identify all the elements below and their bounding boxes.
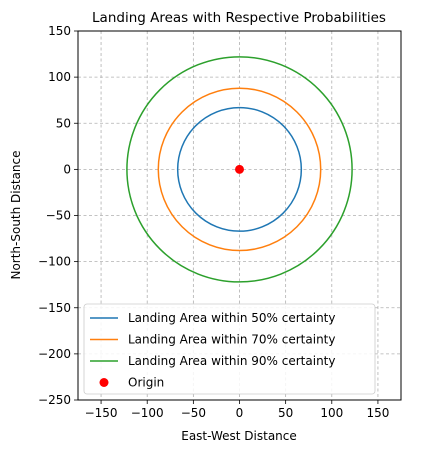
y-tick-label: −50 <box>46 209 71 223</box>
x-axis-label: East-West Distance <box>181 429 297 443</box>
legend-label-1: Landing Area within 50% certainty <box>128 311 335 325</box>
series-layer <box>126 56 353 283</box>
chart-legend: Landing Area within 50% certainty Landing… <box>83 303 376 395</box>
y-tick-label: −150 <box>38 301 71 315</box>
legend-swatch-origin <box>99 378 109 387</box>
y-tick-label: −200 <box>38 347 71 361</box>
y-tick-label: 0 <box>63 162 71 176</box>
y-tick-label: −250 <box>38 393 71 407</box>
y-axis-label: North-South Distance <box>9 150 23 279</box>
x-tick-label: −50 <box>181 406 206 420</box>
x-tick-label: 0 <box>236 406 244 420</box>
legend-box <box>83 303 376 395</box>
y-tick-label: 50 <box>56 116 71 130</box>
axis-ticks: −150 −100 −50 0 50 100 150 −250 −200 −150 −100 −50 0… <box>38 24 389 420</box>
origin-point <box>235 164 244 174</box>
series-circle-3 <box>126 56 353 283</box>
legend-label-3: Landing Area within 90% certainty <box>128 354 335 368</box>
chart-title: Landing Areas with Respective Probabilit… <box>92 10 386 26</box>
x-tick-label: −100 <box>131 406 164 420</box>
x-tick-label: 150 <box>366 406 389 420</box>
y-tick-label: 100 <box>48 70 71 84</box>
series-circle-2 <box>157 87 322 252</box>
legend-label-origin: Origin <box>128 376 164 390</box>
y-tick-label: −100 <box>38 255 71 269</box>
points-layer <box>235 164 244 174</box>
legend-label-2: Landing Area within 70% certainty <box>128 333 335 347</box>
y-tick-label: 150 <box>48 24 71 38</box>
series-circle-1 <box>176 106 303 232</box>
x-tick-label: 100 <box>320 406 343 420</box>
x-tick-label: −150 <box>85 406 118 420</box>
x-tick-label: 50 <box>278 406 293 420</box>
